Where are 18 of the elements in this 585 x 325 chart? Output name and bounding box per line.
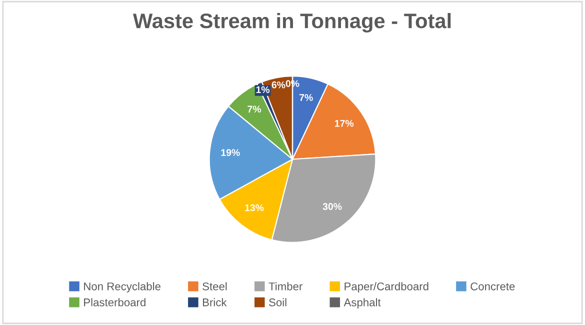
data-label: 30% [322,203,342,210]
legend-label: Concrete [470,282,515,290]
data-label: 7% [300,94,313,101]
legend-label: Steel [202,282,227,290]
data-label: 6% [272,81,286,88]
data-label: 13% [245,204,264,212]
legend-label: Soil [269,298,286,306]
legend-label: Brick [202,298,227,306]
legend-label: Paper/Cardboard [344,282,428,293]
legend-label: Asphalt [344,298,381,308]
legend-label: Plasterboard [84,298,146,306]
data-label: 7% [248,106,262,113]
data-label: 19% [221,149,240,156]
legend-label: Non Recyclable [84,282,160,293]
legend-label: Timber [268,282,302,290]
data-label: 17% [334,120,354,127]
chart-title: Waste Stream in Tonnage - Total [132,12,451,33]
data-label: 1% [256,86,270,94]
